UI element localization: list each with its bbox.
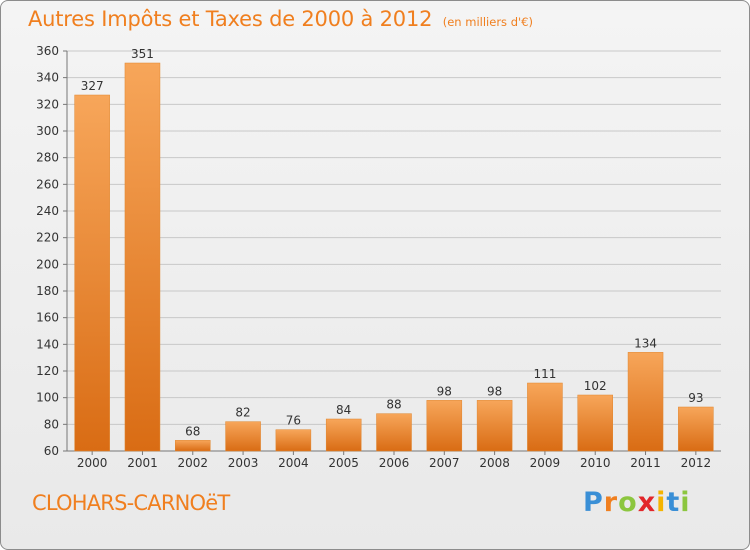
bar-2010 xyxy=(577,394,613,452)
bar-2006 xyxy=(376,413,412,452)
data-label-2009: 111 xyxy=(533,367,556,381)
y-tick-label: 100 xyxy=(36,391,59,405)
y-tick-label: 160 xyxy=(36,311,59,325)
bars xyxy=(74,62,714,452)
bar-2005 xyxy=(325,418,362,452)
bar-2000 xyxy=(74,94,110,452)
y-tick-label: 180 xyxy=(36,284,59,298)
x-tick-label-2012: 2012 xyxy=(681,456,712,470)
bar-2012 xyxy=(678,406,714,452)
x-tick-label-2004: 2004 xyxy=(278,456,309,470)
bar-2007 xyxy=(426,400,463,452)
proxiti-logo: Proxiti xyxy=(583,487,691,518)
x-tick-label-2006: 2006 xyxy=(379,456,410,470)
logo-letter: t xyxy=(666,487,681,518)
data-label-2010: 102 xyxy=(584,379,607,393)
grid-lines xyxy=(67,50,721,452)
chart-header: Autres Impôts et Taxes de 2000 à 2012 (e… xyxy=(28,7,533,31)
y-tick-label: 360 xyxy=(36,44,59,58)
x-tick-label-2007: 2007 xyxy=(429,456,460,470)
bar-2009 xyxy=(527,382,563,452)
x-tick-label-2001: 2001 xyxy=(127,456,158,470)
logo-letter: i xyxy=(680,487,691,518)
y-tick-label: 280 xyxy=(36,151,59,165)
x-tick-label-2009: 2009 xyxy=(530,456,561,470)
y-tick-label: 140 xyxy=(36,337,59,351)
data-label-2004: 76 xyxy=(286,414,301,428)
bar-2002 xyxy=(175,440,211,452)
bar-2003 xyxy=(225,421,261,452)
y-tick-label: 220 xyxy=(36,231,59,245)
data-label-2001: 351 xyxy=(131,47,154,61)
data-label-2011: 134 xyxy=(634,336,657,350)
data-label-2000: 327 xyxy=(81,79,104,93)
data-label-2003: 82 xyxy=(235,406,250,420)
y-tick-label: 240 xyxy=(36,204,59,218)
y-tick-label: 340 xyxy=(36,71,59,85)
chart-title: Autres Impôts et Taxes de 2000 à 2012 xyxy=(28,7,433,31)
logo-letter: x xyxy=(637,487,657,518)
logo-letter: r xyxy=(603,487,619,518)
bar-2008 xyxy=(476,400,513,452)
x-tick-label-2003: 2003 xyxy=(228,456,259,470)
data-label-2007: 98 xyxy=(437,384,452,398)
x-tick-label-2000: 2000 xyxy=(77,456,108,470)
y-tick-label: 60 xyxy=(44,444,59,458)
x-tick-label-2002: 2002 xyxy=(177,456,208,470)
data-label-2012: 93 xyxy=(688,391,703,405)
logo-letter: o xyxy=(618,487,638,518)
x-tick-label-2010: 2010 xyxy=(580,456,611,470)
x-tick-label-2005: 2005 xyxy=(328,456,359,470)
data-label-2008: 98 xyxy=(487,384,502,398)
labels: 327 2000 351 2001 68 2002 82 2003 76 2004 84 2005 88… xyxy=(77,47,711,470)
bar-2004 xyxy=(275,429,312,452)
data-label-2005: 84 xyxy=(336,403,351,417)
bar-2011 xyxy=(627,352,664,452)
x-tick-label-2008: 2008 xyxy=(479,456,510,470)
y-tick-label: 80 xyxy=(44,417,59,431)
bar-2001 xyxy=(124,62,161,452)
y-tick-label: 200 xyxy=(36,257,59,271)
y-tick-label: 300 xyxy=(36,124,59,138)
x-tick-label-2011: 2011 xyxy=(630,456,661,470)
y-tick-label: 320 xyxy=(36,97,59,111)
data-label-2006: 88 xyxy=(386,398,401,412)
chart-subtitle: (en milliers d'€) xyxy=(442,15,533,29)
commune-name: CLOHARS-CARNOëT xyxy=(32,491,230,515)
y-tick-label: 120 xyxy=(36,364,59,378)
y-tick-label: 260 xyxy=(36,177,59,191)
logo-letter: P xyxy=(583,487,604,518)
data-label-2002: 68 xyxy=(185,424,200,438)
logo-letter: i xyxy=(656,487,667,518)
